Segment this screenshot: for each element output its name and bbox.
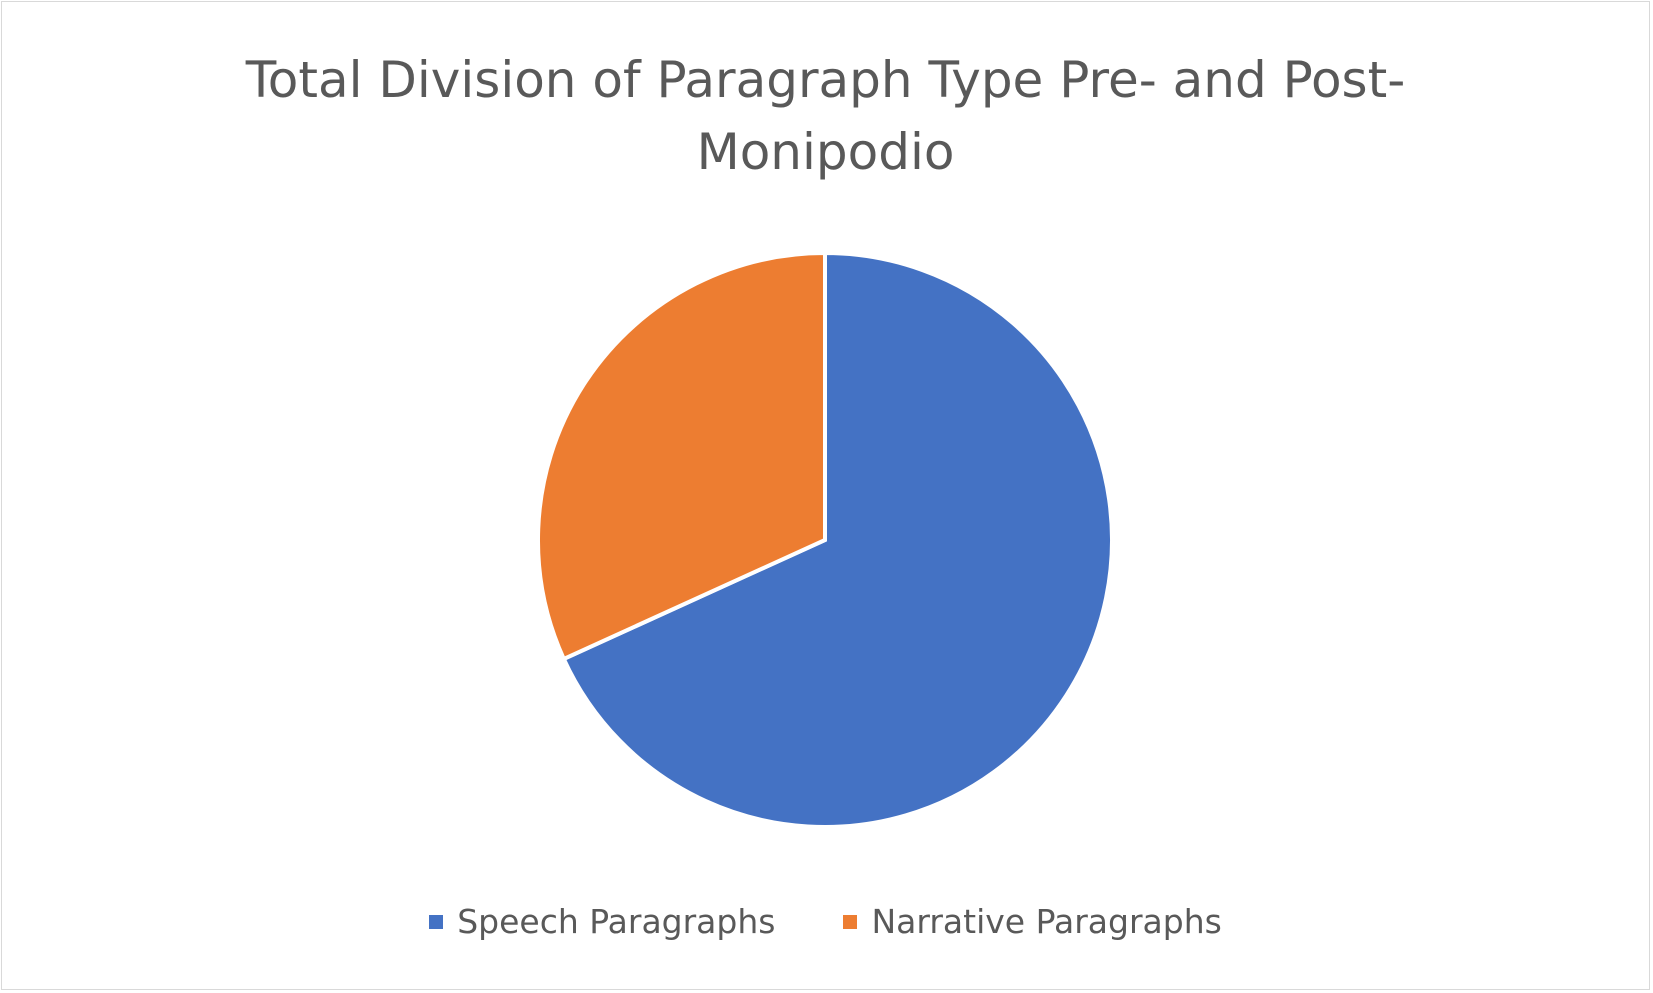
pie-slice-speech-paragraphs	[561, 250, 1114, 829]
chart-title-line-1: Total Division of Paragraph Type Pre- an…	[245, 51, 1406, 109]
legend-item-narrative: Narrative Paragraphs	[843, 902, 1222, 941]
legend-swatch-narrative	[843, 914, 858, 929]
legend-label-speech: Speech Paragraphs	[457, 902, 776, 941]
legend-item-speech: Speech Paragraphs	[429, 902, 775, 941]
pie-slice-narrative-paragraphs	[536, 250, 827, 662]
legend-swatch-speech	[429, 914, 444, 929]
legend-label-narrative: Narrative Paragraphs	[871, 902, 1222, 941]
chart-title: Total Division of Paragraph Type Pre- an…	[2, 44, 1649, 188]
chart-title-line-2: Monipodio	[696, 123, 955, 181]
legend: Speech Paragraphs Narrative Paragraphs	[2, 902, 1649, 941]
